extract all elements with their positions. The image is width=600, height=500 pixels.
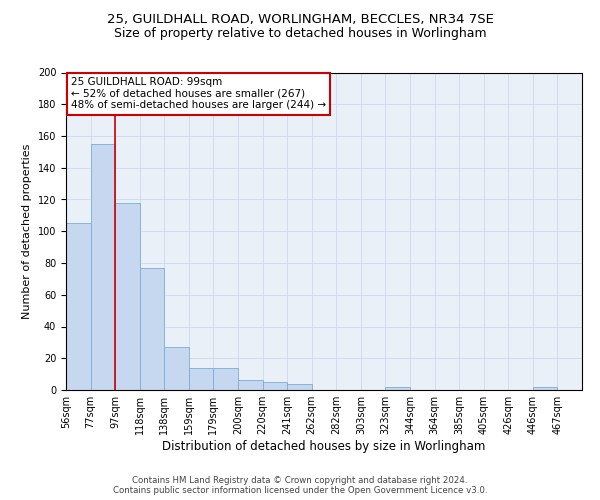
Text: Contains HM Land Registry data © Crown copyright and database right 2024.
Contai: Contains HM Land Registry data © Crown c… xyxy=(113,476,487,495)
Text: 25 GUILDHALL ROAD: 99sqm
← 52% of detached houses are smaller (267)
48% of semi-: 25 GUILDHALL ROAD: 99sqm ← 52% of detach… xyxy=(71,78,326,110)
Bar xyxy=(385,387,410,390)
Bar xyxy=(263,382,287,390)
Text: 25, GUILDHALL ROAD, WORLINGHAM, BECCLES, NR34 7SE: 25, GUILDHALL ROAD, WORLINGHAM, BECCLES,… xyxy=(107,12,493,26)
Y-axis label: Number of detached properties: Number of detached properties xyxy=(22,144,32,319)
X-axis label: Distribution of detached houses by size in Worlingham: Distribution of detached houses by size … xyxy=(163,440,485,453)
Bar xyxy=(287,384,312,390)
Bar xyxy=(164,347,189,390)
Bar xyxy=(115,202,140,390)
Bar xyxy=(533,387,557,390)
Bar xyxy=(66,224,91,390)
Text: Size of property relative to detached houses in Worlingham: Size of property relative to detached ho… xyxy=(113,28,487,40)
Bar xyxy=(140,268,164,390)
Bar xyxy=(238,380,263,390)
Bar xyxy=(91,144,115,390)
Bar xyxy=(189,368,214,390)
Bar xyxy=(214,368,238,390)
